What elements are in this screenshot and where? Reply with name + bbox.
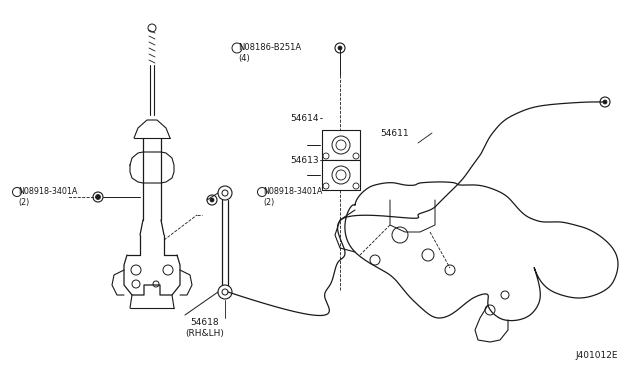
Text: 54614: 54614 [290,113,319,122]
Text: 54613: 54613 [290,155,319,164]
Text: N08918-3401A
(2): N08918-3401A (2) [18,187,77,207]
Text: 54611: 54611 [380,128,408,138]
Text: N08186-B251A
(4): N08186-B251A (4) [238,43,301,63]
Circle shape [338,46,342,50]
Circle shape [95,195,100,199]
Bar [322,130,360,160]
Text: N08918-3401A
(2): N08918-3401A (2) [263,187,323,207]
Text: 54618
(RH&LH): 54618 (RH&LH) [186,318,225,338]
Text: J401012E: J401012E [575,350,618,359]
Circle shape [210,198,214,202]
Circle shape [603,100,607,104]
Bar [322,160,360,190]
